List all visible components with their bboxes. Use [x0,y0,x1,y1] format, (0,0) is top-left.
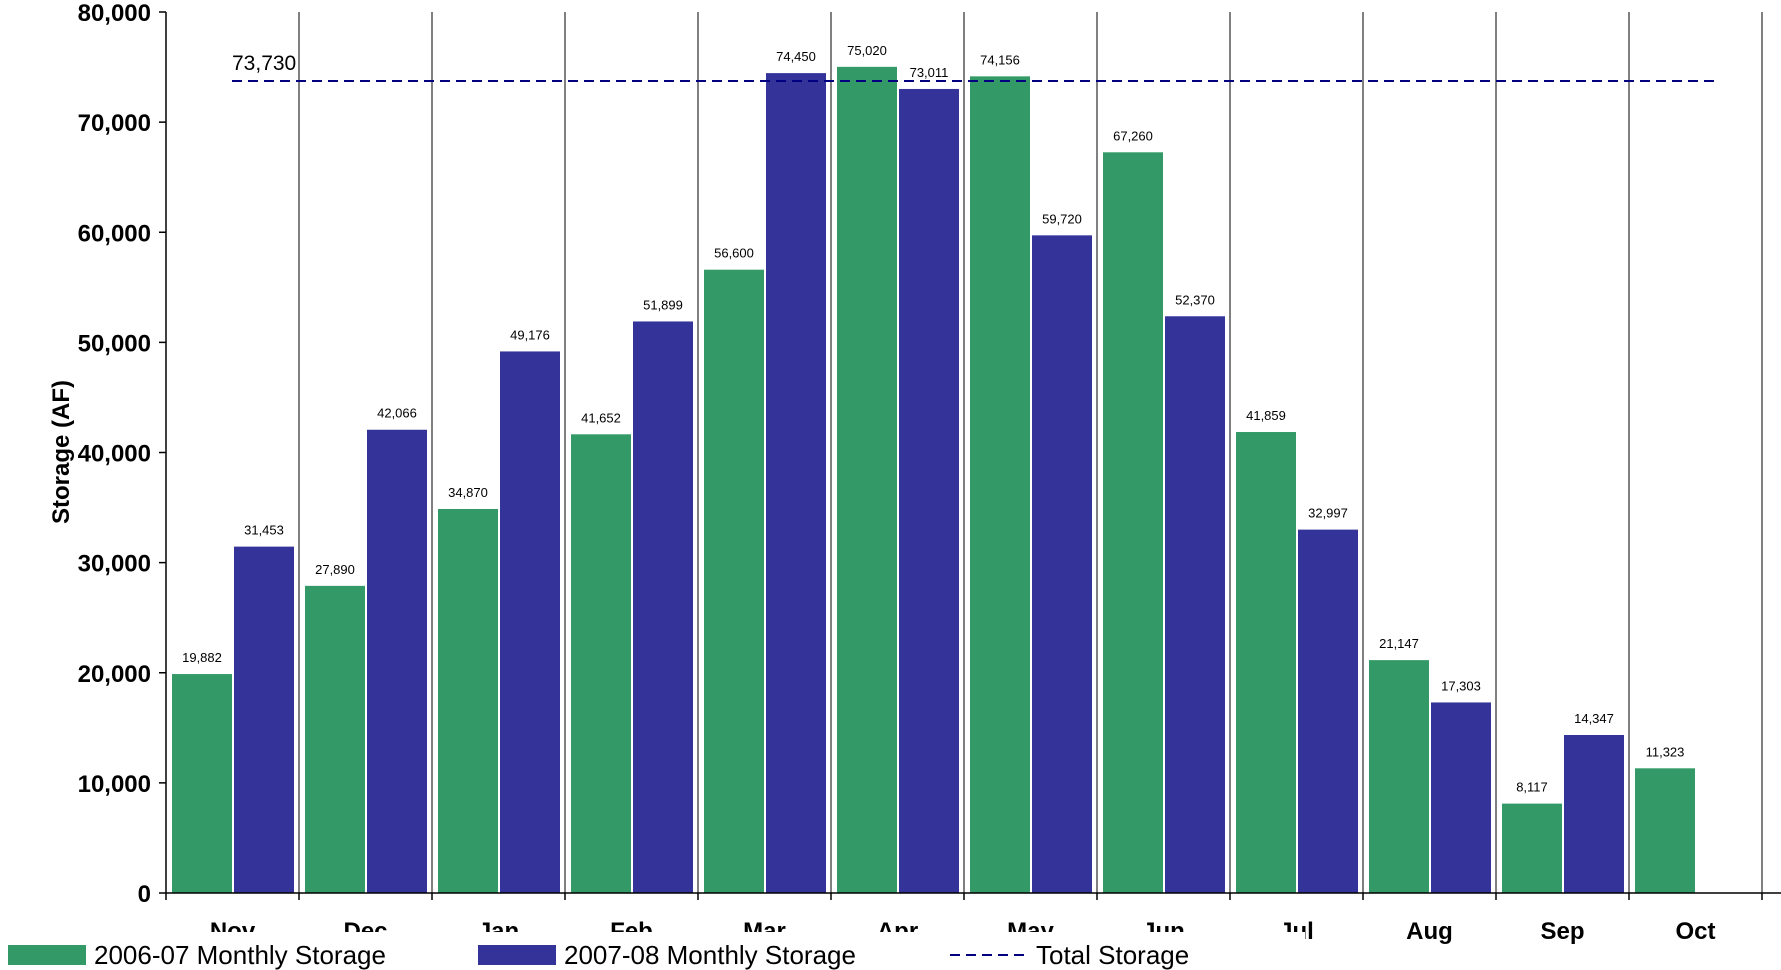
bar-series-2006-07-sep [1502,803,1562,893]
bar-series-2006-07-oct [1635,768,1695,893]
bar-series-2006-07-may [970,76,1030,893]
legend-swatch [8,945,86,965]
data-label: 21,147 [1379,636,1419,651]
legend: 2006-07 Monthly Storage 2007-08 Monthly S… [0,932,1305,970]
bar-series-2007-08-dec [367,429,427,893]
data-label: 52,370 [1175,292,1215,307]
data-label: 49,176 [510,327,550,342]
bar-series-2006-07-mar [704,269,764,893]
data-label: 75,020 [847,43,887,58]
data-label: 27,890 [315,562,355,577]
grid-layer [298,12,1763,893]
data-label: 74,450 [776,49,816,64]
y-tick-label: 10,000 [78,771,151,798]
bar-series-2006-07-dec [305,585,365,893]
bar-series-2007-08-jan [500,351,560,893]
bar-series-2006-07-nov [172,674,232,893]
data-label: 73,011 [910,65,949,80]
x-tick-label: Sep [1540,918,1584,945]
data-label: 14,347 [1574,711,1614,726]
data-label: 51,899 [643,297,683,312]
data-label: 42,066 [377,406,417,421]
bar-series-2007-08-mar [766,73,826,893]
x-tick-label: Aug [1406,918,1453,945]
legend-entry: Total Storage [1036,940,1189,970]
y-tick-label: 20,000 [78,661,151,688]
bar-series-2006-07-jun [1103,152,1163,893]
bar-series-2007-08-sep [1564,735,1624,893]
data-label: 56,600 [714,246,754,261]
y-tick-label: 30,000 [78,551,151,578]
y-tick-label: 80,000 [78,0,151,27]
data-label: 31,453 [244,523,284,538]
data-label: 59,720 [1042,211,1082,226]
reference-layer: 73,730 [232,52,1720,83]
bar-series-2007-08-feb [633,321,693,893]
data-label: 19,882 [182,650,222,665]
data-label: 74,156 [980,52,1020,67]
data-label: 34,870 [448,485,488,500]
data-label: 41,859 [1246,408,1286,423]
data-label: 32,997 [1308,506,1348,521]
y-tick-label: 50,000 [78,330,151,357]
legend-swatch [478,945,556,965]
bar-series-2007-08-nov [234,546,294,893]
bar-series-2006-07-aug [1369,660,1429,893]
y-tick-label: 70,000 [78,110,151,137]
legend-entry: 2006-07 Monthly Storage [94,940,386,970]
data-label: 17,303 [1441,678,1481,693]
bar-series-2007-08-jul [1298,529,1358,893]
y-axis-title: Storage (AF) [48,380,75,524]
data-label: 8,117 [1516,780,1548,795]
bar-layer [172,66,1695,894]
total-storage-value-label: 73,730 [232,52,296,75]
data-label-layer: 19,882 31,453 27,890 42,066 34,870 49,176 41,6… [182,43,1684,795]
y-tick-label: 40,000 [78,441,151,468]
bar-series-2007-08-jun [1165,316,1225,893]
y-tick-label: 60,000 [78,220,151,247]
legend-background [0,932,1305,970]
x-tick-label: Oct [1675,918,1715,945]
bar-series-2007-08-may [1032,235,1092,893]
y-tick-label: 0 [138,881,151,908]
bar-series-2006-07-apr [837,66,897,894]
bar-series-2006-07-jul [1236,432,1296,893]
bar-series-2007-08-aug [1431,702,1491,893]
data-label: 11,323 [1646,744,1685,759]
bar-series-2006-07-feb [571,434,631,893]
legend-entry: 2007-08 Monthly Storage [564,940,856,970]
data-label: 67,260 [1113,128,1153,143]
data-label: 41,652 [581,410,621,425]
bar-series-2007-08-apr [899,88,959,893]
bar-series-2006-07-jan [438,508,498,893]
